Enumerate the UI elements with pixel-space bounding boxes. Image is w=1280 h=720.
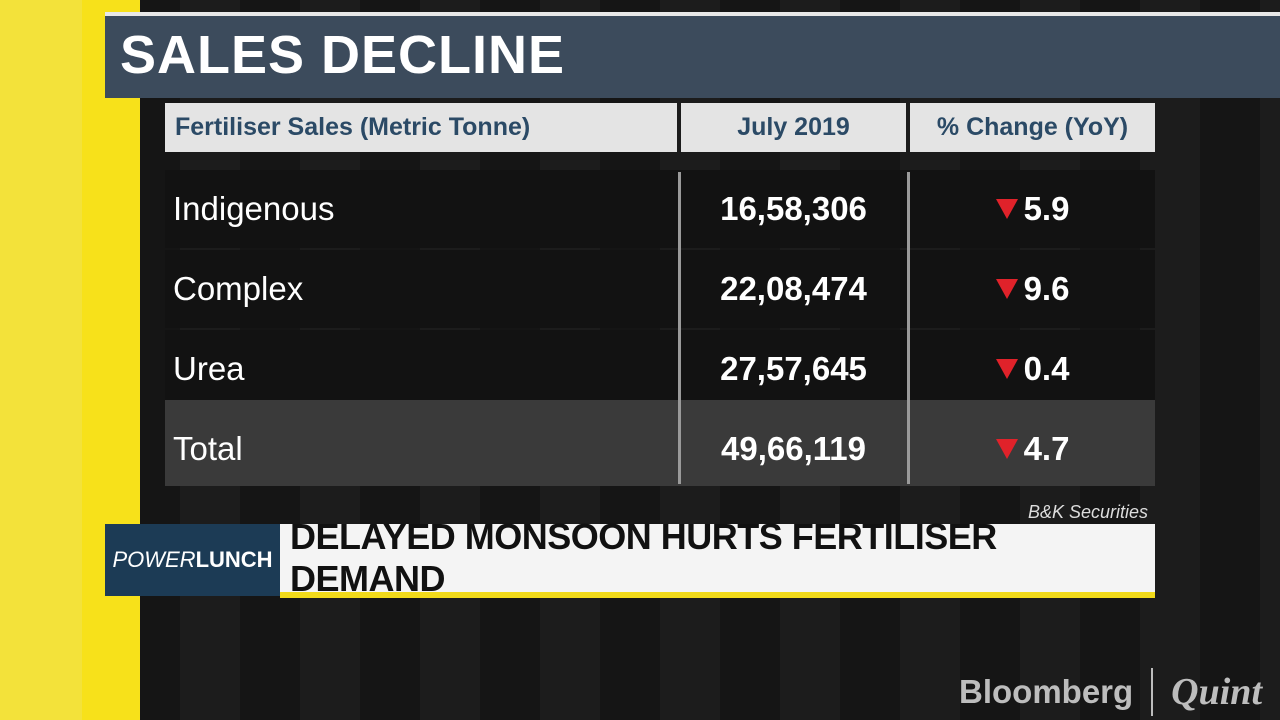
table-cell: Indigenous bbox=[165, 170, 677, 248]
table-cell: Complex bbox=[165, 250, 677, 328]
table-cell: 49,66,119 bbox=[681, 410, 906, 488]
divider bbox=[1151, 668, 1154, 716]
cell-text: 5.9 bbox=[1023, 190, 1070, 227]
down-arrow bbox=[995, 439, 1018, 459]
header-cell: Fertiliser Sales (Metric Tonne) bbox=[165, 103, 677, 152]
cell-text: 0.4 bbox=[1023, 350, 1070, 387]
table-cell: 27,57,645 bbox=[681, 330, 906, 408]
show-part: POWER bbox=[112, 547, 196, 572]
table-cell: 9.6 bbox=[910, 250, 1155, 328]
cell-text: 4.7 bbox=[1023, 430, 1070, 467]
row-bg bbox=[165, 170, 1155, 248]
table-cell: 0.4 bbox=[910, 330, 1155, 408]
table-cell: 16,58,306 bbox=[681, 170, 906, 248]
yellow-band bbox=[0, 0, 82, 720]
row-bg bbox=[165, 330, 1155, 408]
row-bg bbox=[165, 400, 1155, 486]
title: SALES DECLINE bbox=[120, 25, 566, 85]
cell-text: Complex bbox=[173, 270, 304, 307]
logo: Bloomberg Quint bbox=[959, 668, 1262, 716]
source: B&K Securities bbox=[1027, 502, 1148, 522]
cell-text: 22,08,474 bbox=[720, 270, 867, 307]
header-cell: % Change (YoY) bbox=[910, 103, 1155, 152]
table-cell: 4.7 bbox=[910, 410, 1155, 488]
brand: Bloomberg bbox=[959, 673, 1134, 710]
cell-text: Total bbox=[173, 430, 243, 467]
down-arrow bbox=[995, 359, 1018, 379]
title-bar bbox=[105, 12, 1280, 98]
show-part: LUNCH bbox=[195, 547, 273, 572]
row-bg bbox=[165, 250, 1155, 328]
show-logo: POWER LUNCH bbox=[105, 524, 280, 596]
headline: DELAYED MONSOON HURTS FERTILISER DEMAND bbox=[280, 516, 1155, 599]
column-divider bbox=[907, 172, 910, 484]
cell-text: Indigenous bbox=[173, 190, 335, 227]
down-arrow bbox=[995, 199, 1018, 219]
cell-text: 9.6 bbox=[1023, 270, 1070, 307]
cell-text: 16,58,306 bbox=[720, 190, 867, 227]
partner: Quint bbox=[1171, 671, 1262, 713]
table-cell: Total bbox=[165, 410, 677, 488]
yellow-band bbox=[82, 0, 140, 720]
cell-text: Urea bbox=[173, 350, 245, 387]
header-cell: July 2019 bbox=[681, 103, 906, 152]
table-cell: Urea bbox=[165, 330, 677, 408]
cell-text: 49,66,119 bbox=[721, 430, 866, 467]
column-divider bbox=[678, 172, 681, 484]
table-cell: 22,08,474 bbox=[681, 250, 906, 328]
down-arrow bbox=[995, 279, 1018, 299]
cell-text: 27,57,645 bbox=[720, 350, 867, 387]
table-cell: 5.9 bbox=[910, 170, 1155, 248]
